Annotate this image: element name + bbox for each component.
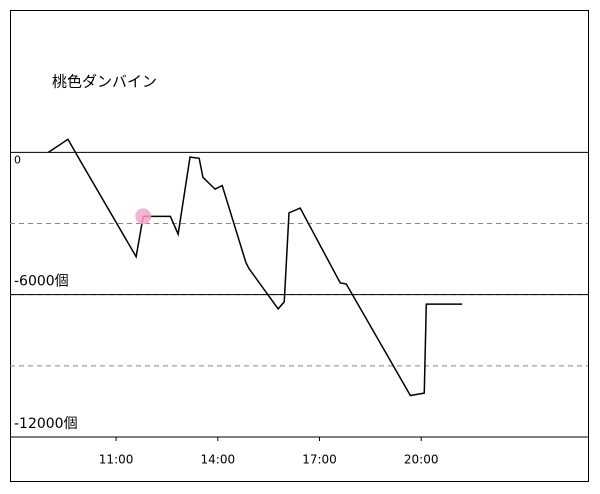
y-tick-label: -6000個 <box>14 274 69 290</box>
x-tick-label: 20:00 <box>404 453 439 467</box>
chart-title: 桃色ダンバイン <box>52 73 157 91</box>
y-tick-label: -12000個 <box>14 416 78 432</box>
x-tick-label: 11:00 <box>99 453 134 467</box>
frame <box>10 10 589 482</box>
x-tick-label: 17:00 <box>302 453 337 467</box>
x-tick-label: 14:00 <box>201 453 236 467</box>
y-tick-label: 0 <box>14 153 21 166</box>
highlight-point <box>135 208 152 225</box>
